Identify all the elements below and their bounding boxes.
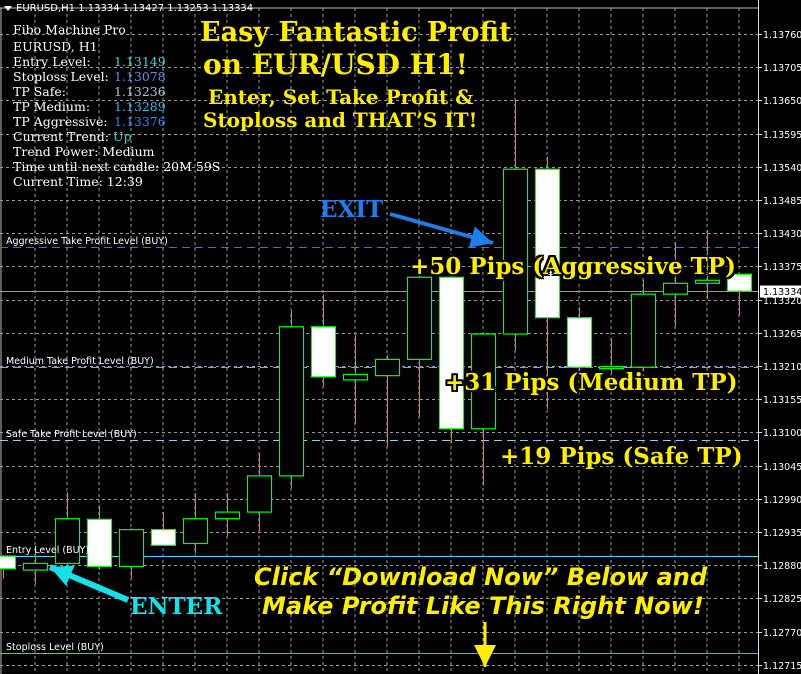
promo-line-2: on EUR/USD H1! — [203, 48, 468, 81]
panel-row-value: 1.13078 — [114, 69, 166, 84]
promo-line-3: Enter, Set Take Profit & — [208, 85, 474, 109]
y-tick-label: 1.13265 — [763, 329, 801, 340]
candle-body — [534, 168, 561, 319]
trend-value: Up — [112, 129, 132, 144]
candle-body — [22, 562, 49, 571]
y-tick-label: 1.13100 — [763, 428, 801, 439]
indicator-panel: Fibo Machine Pro EURUSD, H1 Entry Level:… — [13, 22, 220, 189]
current-price-tag — [760, 285, 801, 298]
candle-body — [342, 373, 369, 381]
candle-body — [598, 366, 625, 370]
cta-line-2: Make Profit Like This Right Now! — [262, 592, 704, 620]
candle-body — [438, 276, 465, 430]
current-time: Current Time: 12:39 — [13, 174, 143, 189]
enter-arrow-icon — [50, 565, 75, 586]
candle-body — [502, 168, 529, 335]
safe-pips-label: +19 Pips (Safe TP) — [500, 443, 743, 470]
panel-row-value: 1.13376 — [114, 114, 166, 129]
panel-row-label: TP Medium: — [13, 99, 91, 114]
panel-row: Stoploss Level: 1.13078 — [13, 69, 220, 84]
exit-label: EXIT — [320, 196, 384, 223]
y-tick-label: 1.13155 — [763, 395, 801, 406]
candle-body — [662, 282, 689, 295]
trend-power: Trend Power: Medium — [13, 144, 155, 159]
y-tick-label: 1.13595 — [763, 130, 801, 141]
y-tick-label: 1.13210 — [763, 362, 801, 373]
y-tick-label: 1.13375 — [763, 262, 801, 273]
aggressive-pips-label: +50 Pips (Aggressive TP) — [410, 253, 736, 280]
y-tick-label: 1.13760 — [763, 30, 801, 41]
panel-row-label: TP Safe: — [13, 84, 66, 99]
candle-body — [182, 518, 209, 545]
chart-header: EURUSD,H1 1.13334 1.13427 1.13253 1.1333… — [4, 3, 253, 14]
y-tick-label: 1.12880 — [763, 561, 801, 572]
y-tick-label: 1.13320 — [763, 296, 801, 307]
level-label: Safe Take Profit Level (BUY) — [6, 428, 137, 440]
panel-row: TP Medium: 1.13289 — [13, 99, 220, 114]
promo-line-1: Easy Fantastic Profit — [200, 17, 512, 48]
panel-title: Fibo Machine Pro — [13, 22, 126, 37]
trend-label: Current Trend: — [13, 129, 109, 144]
cta-line-1: Click “Download Now” Below and — [254, 563, 708, 591]
panel-row-value: 1.13289 — [114, 99, 166, 114]
ohlc-readout: 1.13334 1.13427 1.13253 1.13334 — [78, 3, 254, 14]
candle-body — [150, 528, 177, 546]
y-tick-label: 1.13650 — [763, 96, 801, 107]
panel-row: Entry Level: 1.13149 — [13, 54, 220, 69]
level-label: Medium Take Profit Level (BUY) — [6, 355, 154, 367]
medium-pips-label: +31 Pips (Medium TP) — [445, 369, 738, 396]
enter-label: ENTER — [130, 593, 223, 620]
y-tick-label: 1.13430 — [763, 229, 801, 240]
panel-row-value: 1.13149 — [114, 54, 166, 69]
dropdown-triangle-icon[interactable] — [4, 5, 12, 11]
panel-row-value: 1.13236 — [114, 84, 166, 99]
level-label: Aggressive Take Profit Level (BUY) — [6, 235, 168, 247]
candle-body — [86, 518, 113, 568]
candle-body — [214, 511, 241, 520]
candle-body — [278, 326, 305, 477]
candle-body — [54, 518, 81, 564]
trend-row: Current Trend: Up — [13, 129, 220, 144]
panel-row-label: Stoploss Level: — [13, 69, 109, 84]
y-tick-label: 1.13485 — [763, 196, 801, 207]
candle-body — [0, 555, 17, 570]
panel-row: TP Aggressive: 1.13376 — [13, 114, 220, 129]
candle-body — [630, 293, 657, 368]
y-tick-label: 1.12825 — [763, 594, 801, 605]
y-tick-label: 1.13045 — [763, 462, 801, 473]
candle-body — [694, 279, 721, 284]
candle-body — [470, 333, 497, 430]
candle-body — [374, 358, 401, 377]
panel-row-label: TP Aggressive: — [13, 114, 108, 129]
down-arrow-icon — [474, 645, 496, 667]
next-candle-timer: Time until next candle: 20M 59S — [13, 159, 221, 174]
candle-body — [246, 475, 273, 513]
candle-body — [566, 317, 593, 368]
y-tick-label: 1.12715 — [763, 661, 801, 672]
y-tick-label: 1.12990 — [763, 495, 801, 506]
y-tick-label: 1.13705 — [763, 63, 801, 74]
y-tick-label: 1.13540 — [763, 163, 801, 174]
candle-body — [310, 326, 337, 378]
level-label: Entry Level (BUY) — [6, 544, 90, 556]
panel-row-label: Entry Level: — [13, 54, 91, 69]
y-tick-label: 1.12935 — [763, 528, 801, 539]
symbol-label: EURUSD,H1 — [16, 3, 76, 14]
y-tick-label: 1.12770 — [763, 628, 801, 639]
current-price-label: 1.13334 — [763, 287, 801, 298]
exit-arrow-icon — [468, 226, 493, 248]
candle-body — [726, 273, 753, 292]
panel-row: TP Safe: 1.13236 — [13, 84, 220, 99]
candle-body — [118, 528, 145, 568]
panel-symbol: EURUSD, H1 — [13, 39, 98, 54]
promo-line-4: Stoploss and THAT’S IT! — [203, 108, 478, 132]
level-label: Stoploss Level (BUY) — [6, 641, 104, 653]
candle-body — [406, 276, 433, 360]
